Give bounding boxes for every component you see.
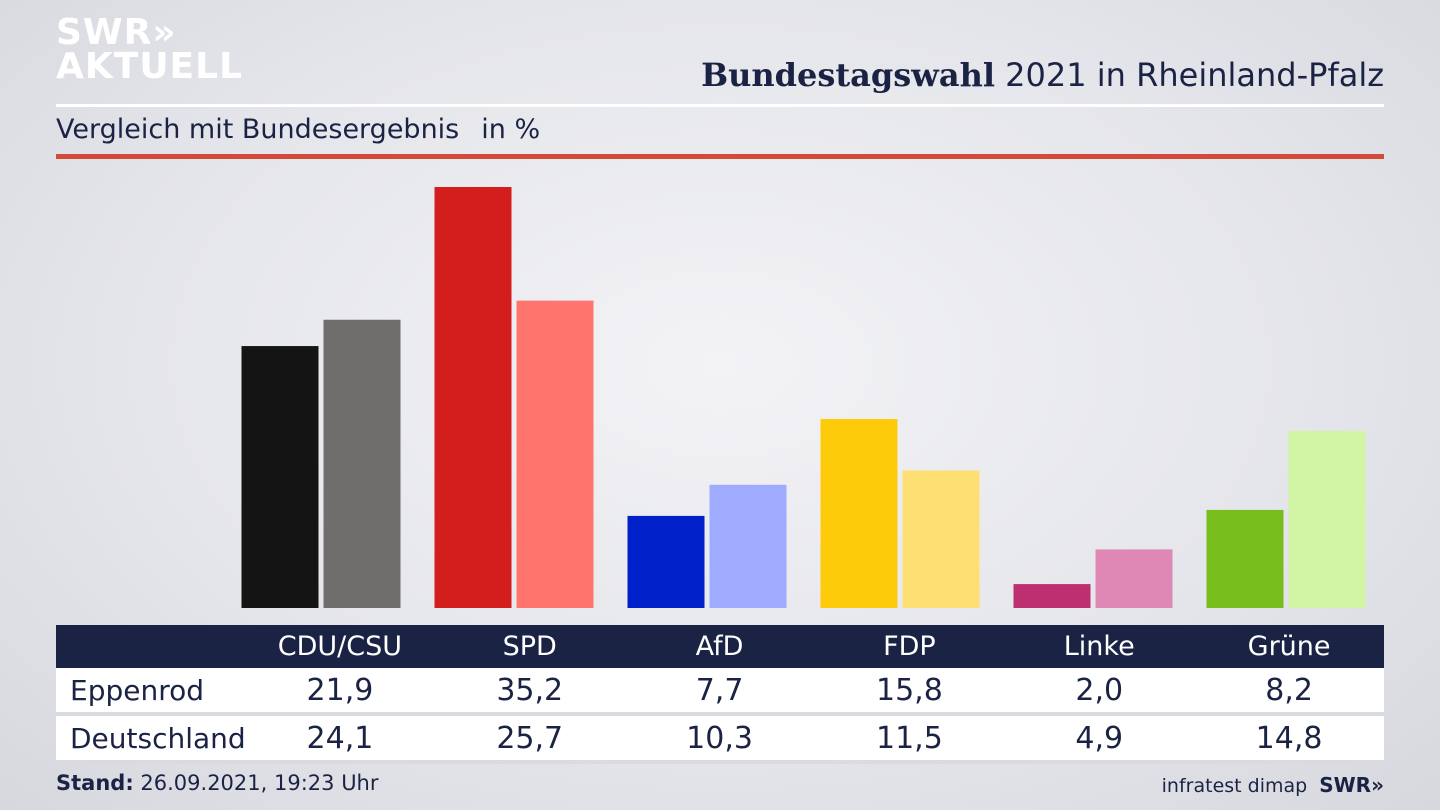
data-label: 2,0	[1004, 668, 1195, 716]
swr-brand-logo: SWR»	[1319, 773, 1384, 797]
title-rest: 2021 in Rheinland-Pfalz	[1005, 56, 1384, 94]
logo-line-2: AKTUELL	[56, 46, 244, 87]
bar-spd-eppenrod	[434, 187, 512, 608]
category-label: CDU/CSU	[245, 625, 435, 668]
bar-gr-ne-deutschland	[1288, 430, 1366, 608]
bar-fdp-deutschland	[902, 470, 980, 608]
bar-cdu-csu-eppenrod	[241, 346, 319, 608]
stand-label: Stand:	[56, 771, 134, 795]
bar-cdu-csu-deutschland	[323, 319, 401, 608]
bar-linke-eppenrod	[1013, 584, 1091, 608]
series-label: Eppenrod	[56, 668, 245, 716]
source-label: infratest dimap	[1161, 775, 1308, 797]
stand-value: 26.09.2021, 19:23 Uhr	[140, 771, 379, 795]
table-header-row: CDU/CSU SPD AfD FDP Linke Grüne	[56, 625, 1384, 668]
table-row: Deutschland 24,1 25,7 10,3 11,5 4,9 14,8	[56, 714, 1384, 764]
header-divider	[56, 104, 1384, 107]
logo-line-1: SWR»	[56, 12, 177, 53]
chart-subtitle: Vergleich mit Bundesergebnis in %	[56, 114, 540, 145]
category-label: FDP	[814, 625, 1005, 668]
bar-afd-eppenrod	[627, 515, 705, 608]
swr-aktuell-logo: SWR» AKTUELL	[56, 12, 244, 87]
data-label: 14,8	[1194, 714, 1384, 764]
category-label: AfD	[624, 625, 815, 668]
category-label: Grüne	[1194, 625, 1384, 668]
source-credit: infratest dimap SWR»	[1162, 773, 1384, 797]
category-label: Linke	[1004, 625, 1195, 668]
bar-linke-deutschland	[1095, 549, 1173, 608]
data-label: 25,7	[434, 714, 625, 764]
bar-gr-ne-eppenrod	[1206, 509, 1284, 608]
page-title: Bundestagswahl 2021 in Rheinland-Pfalz	[701, 56, 1384, 94]
header-corner	[56, 625, 245, 668]
accent-divider	[56, 154, 1384, 159]
timestamp: Stand: 26.09.2021, 19:23 Uhr	[56, 771, 379, 795]
subtitle-text: Vergleich mit Bundesergebnis	[56, 114, 460, 145]
data-label: 21,9	[245, 668, 435, 716]
data-label: 24,1	[245, 714, 435, 764]
bar-chart	[241, 187, 1366, 608]
data-label: 8,2	[1194, 668, 1384, 716]
results-table: CDU/CSU SPD AfD FDP Linke Grüne Eppenrod 21,9 3…	[56, 625, 1384, 764]
bar-afd-deutschland	[709, 484, 787, 608]
data-label: 11,5	[814, 714, 1005, 764]
category-label: SPD	[434, 625, 625, 668]
title-bold: Bundestagswahl	[701, 56, 995, 94]
data-label: 35,2	[434, 668, 625, 716]
table-row: Eppenrod 21,9 35,2 7,7 15,8 2,0 8,2	[56, 668, 1384, 716]
data-label: 15,8	[814, 668, 1005, 716]
unit-label: in %	[481, 114, 541, 145]
bar-fdp-eppenrod	[820, 419, 898, 608]
data-label: 10,3	[624, 714, 815, 764]
data-label: 7,7	[624, 668, 815, 716]
bar-spd-deutschland	[516, 300, 594, 608]
series-label: Deutschland	[56, 714, 246, 764]
data-label: 4,9	[1004, 714, 1195, 764]
